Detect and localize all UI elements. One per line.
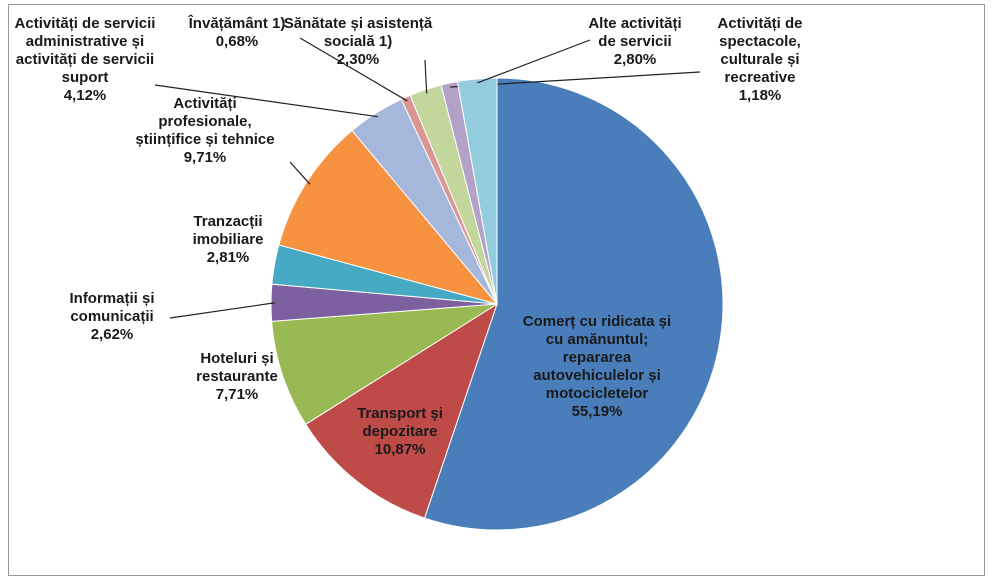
slice-label: Sănătate și asistență socială 1) 2,30% bbox=[278, 15, 438, 69]
slice-value: 2,62% bbox=[90, 326, 134, 343]
slice-name: Comerț cu ridicata și cu amănuntul; repa… bbox=[522, 313, 672, 402]
leader-line bbox=[424, 59, 428, 94]
slice-label: Învățământ 1) 0,68% bbox=[187, 15, 287, 51]
slice-label: Hoteluri și restaurante 7,71% bbox=[177, 350, 297, 404]
slice-label: Informații și comunicații 2,62% bbox=[52, 290, 172, 344]
slice-name: Tranzacții imobiliare bbox=[192, 213, 264, 248]
leader-line bbox=[477, 39, 591, 84]
slice-value: 2,30% bbox=[336, 51, 380, 68]
slice-name: Învățământ 1) bbox=[188, 15, 286, 32]
slice-value: 10,87% bbox=[374, 441, 426, 458]
leader-line bbox=[154, 84, 378, 118]
slice-label: Comerț cu ridicata și cu amănuntul; repa… bbox=[522, 313, 672, 421]
slice-value: 9,71% bbox=[183, 149, 227, 166]
chart-frame bbox=[8, 4, 985, 576]
pie-slice bbox=[278, 129, 499, 305]
slice-name: Informații și comunicații bbox=[69, 290, 155, 325]
slice-name: Alte activități de servicii bbox=[588, 15, 682, 50]
slice-label: Transport și depozitare 10,87% bbox=[345, 405, 455, 459]
pie-slice bbox=[456, 77, 498, 305]
slice-label: Tranzacții imobiliare 2,81% bbox=[178, 213, 278, 267]
pie-slice bbox=[423, 77, 724, 531]
slice-label: Activități de spectacole, culturale și r… bbox=[700, 15, 820, 105]
slice-name: Transport și depozitare bbox=[357, 405, 443, 440]
leader-line bbox=[289, 161, 311, 185]
leader-line bbox=[169, 302, 276, 319]
slice-label: Alte activități de servicii 2,80% bbox=[580, 15, 690, 69]
pie-slice bbox=[304, 302, 498, 519]
pie-slice bbox=[271, 303, 498, 425]
leader-line bbox=[299, 37, 408, 102]
slice-label: Activități profesionale, științifice și … bbox=[128, 95, 283, 167]
slice-name: Activități de spectacole, culturale și r… bbox=[717, 15, 803, 86]
slice-value: 1,18% bbox=[738, 87, 782, 104]
slice-value: 2,80% bbox=[613, 51, 657, 68]
slice-name: Activități de servicii administrative și… bbox=[14, 15, 156, 86]
slice-value: 7,71% bbox=[215, 386, 259, 403]
slice-value: 4,12% bbox=[63, 87, 107, 104]
slice-name: Activități profesionale, științifice și … bbox=[135, 95, 275, 148]
slice-value: 2,81% bbox=[206, 249, 250, 266]
slice-label: Activități de servicii administrative și… bbox=[10, 15, 160, 105]
slice-value: 55,19% bbox=[571, 403, 623, 420]
slice-name: Hoteluri și restaurante bbox=[196, 350, 278, 385]
slice-value: 0,68% bbox=[215, 33, 259, 50]
slice-name: Sănătate și asistență socială 1) bbox=[283, 15, 433, 50]
